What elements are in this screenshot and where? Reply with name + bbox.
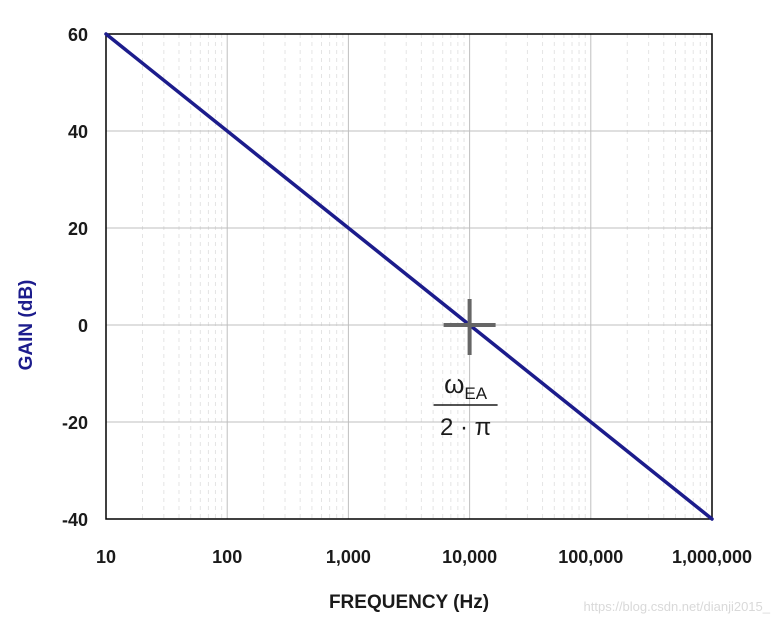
x-tick-label: 10 <box>96 547 116 567</box>
x-tick-label: 100 <box>212 547 242 567</box>
x-tick-label: 100,000 <box>558 547 623 567</box>
annotation-denominator: 2 · π <box>440 414 491 441</box>
y-tick-label: 60 <box>68 25 88 45</box>
y-tick-label: -40 <box>62 510 88 530</box>
x-tick-label: 10,000 <box>442 547 497 567</box>
y-tick-label: 40 <box>68 122 88 142</box>
x-axis-label: FREQUENCY (Hz) <box>329 592 489 613</box>
plot-frame <box>105 33 713 520</box>
gain-line <box>104 32 714 521</box>
y-tick-label: -20 <box>62 413 88 433</box>
minor-grid <box>141 34 707 519</box>
series-layer <box>104 32 714 521</box>
y-tick-label: 20 <box>68 219 88 239</box>
tick-labels: 10 100 1,000 10,000 100,000 1,000,000 60 40 20 0 -… <box>62 25 752 567</box>
annotation: ωEA 2 · π <box>433 299 498 441</box>
y-tick-label: 0 <box>78 316 88 336</box>
x-tick-label: 1,000 <box>326 547 371 567</box>
x-tick-label: 1,000,000 <box>672 547 752 567</box>
annotation-subscript: EA <box>464 384 487 403</box>
watermark: https://blog.csdn.net/dianji2015_ <box>583 599 770 614</box>
y-axis-label: GAIN (dB) <box>16 280 37 371</box>
annotation-numerator: ωEA <box>444 369 488 403</box>
